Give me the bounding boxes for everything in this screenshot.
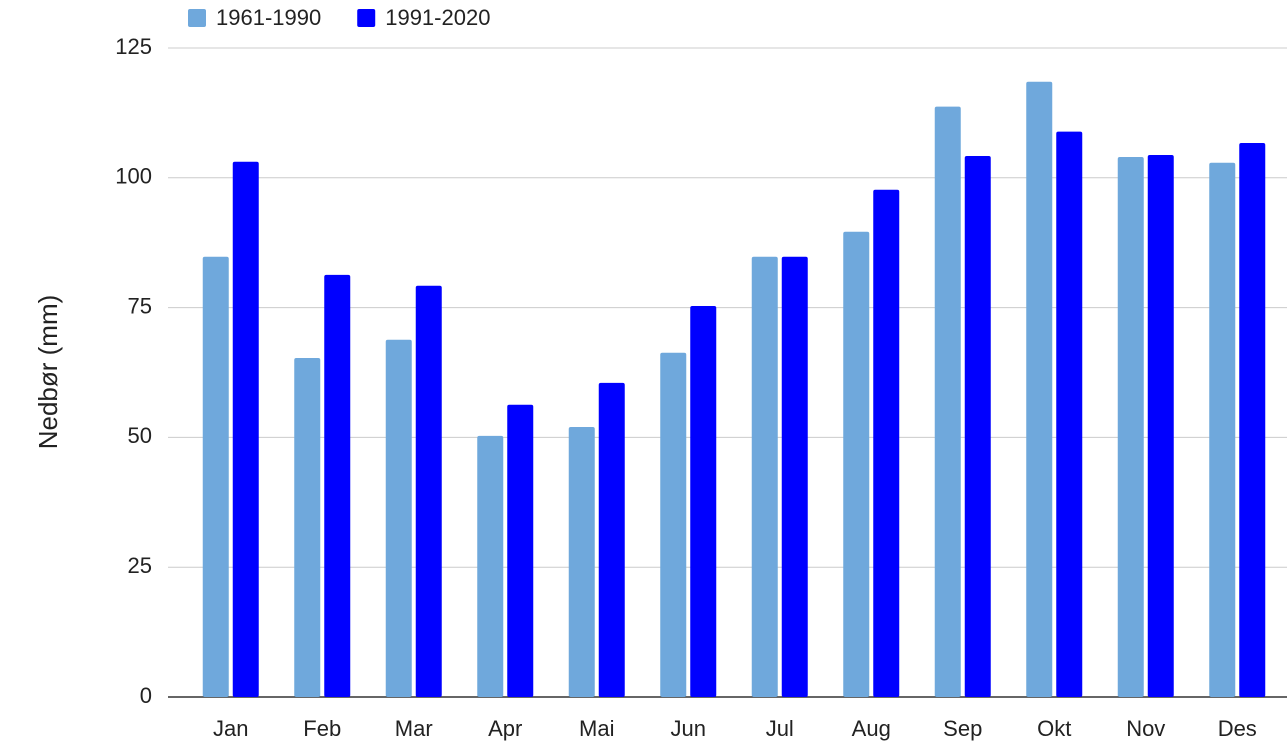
bar — [873, 189, 900, 698]
y-tick-label: 50 — [128, 423, 152, 448]
bar — [934, 106, 961, 697]
x-tick-label: Mar — [395, 716, 433, 741]
legend-label: 1961-1990 — [216, 5, 321, 30]
y-tick-label: 25 — [128, 553, 152, 578]
y-tick-label: 125 — [115, 34, 152, 59]
x-tick-label: Jan — [213, 716, 248, 741]
x-tick-label: Jul — [766, 716, 794, 741]
y-tick-label: 75 — [128, 293, 152, 318]
legend-swatch — [188, 9, 206, 27]
x-tick-label: Apr — [488, 716, 522, 741]
bar — [690, 306, 717, 697]
bar — [1239, 143, 1266, 697]
bar — [507, 404, 534, 697]
bar — [598, 382, 625, 697]
bar — [781, 256, 808, 697]
bar — [477, 435, 504, 697]
x-tick-label: Feb — [303, 716, 341, 741]
bar — [660, 352, 687, 697]
bar — [232, 161, 259, 697]
bar — [202, 256, 229, 697]
y-tick-label: 100 — [115, 164, 152, 189]
legend-swatch — [357, 9, 376, 27]
legend-label: 1991-2020 — [385, 5, 490, 30]
x-tick-label: Okt — [1037, 716, 1071, 741]
x-tick-label: Des — [1218, 716, 1257, 741]
bar — [1117, 157, 1144, 698]
bar — [1147, 154, 1174, 697]
bar — [385, 339, 412, 697]
x-tick-label: Nov — [1126, 716, 1165, 741]
x-tick-label: Jun — [671, 716, 706, 741]
bar — [964, 155, 991, 698]
bar — [294, 357, 321, 697]
y-tick-label: 0 — [140, 683, 152, 708]
x-tick-label: Sep — [943, 716, 982, 741]
bar — [568, 427, 595, 697]
x-tick-label: Mai — [579, 716, 614, 741]
x-tick-label: Aug — [852, 716, 891, 741]
bar — [751, 256, 778, 697]
bar — [415, 285, 442, 697]
bar — [1209, 162, 1236, 698]
bar — [1026, 81, 1053, 698]
bar — [324, 274, 351, 697]
bar — [1056, 131, 1083, 698]
bar — [843, 231, 870, 697]
y-axis-label: Nedbør (mm) — [33, 295, 63, 450]
